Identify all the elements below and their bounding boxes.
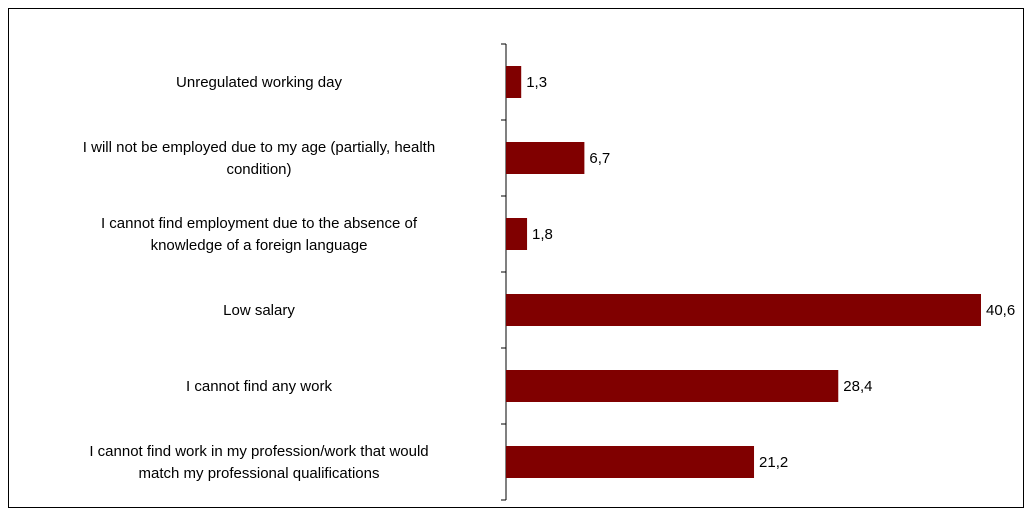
bar-0	[506, 66, 522, 98]
category-label-line: I cannot find employment due to the abse…	[101, 215, 418, 232]
category-label-5: I cannot find work in my profession/work…	[89, 443, 428, 482]
category-label-2: I cannot find employment due to the abse…	[101, 215, 418, 254]
category-label-line: I cannot find any work	[186, 378, 332, 395]
value-label-1: 6,7	[589, 150, 610, 167]
category-label-line: I cannot find work in my profession/work…	[89, 443, 428, 460]
label-layer: 1,3 Unregulated working day 6,7 I will not …	[83, 74, 1015, 482]
category-label-0: Unregulated working day	[176, 74, 342, 91]
value-label-0: 1,3	[526, 74, 547, 91]
bar-3	[506, 294, 981, 326]
category-label-line: I will not be employed due to my age (pa…	[83, 139, 435, 156]
category-label-line: condition)	[226, 161, 291, 178]
category-label-line: Unregulated working day	[176, 74, 342, 91]
bar-2	[506, 218, 528, 250]
value-label-3: 40,6	[986, 302, 1015, 319]
category-label-line: knowledge of a foreign language	[151, 237, 368, 254]
category-label-1: I will not be employed due to my age (pa…	[83, 139, 435, 178]
axis-layer	[501, 43, 507, 501]
bar-5	[506, 446, 755, 478]
category-label-3: Low salary	[223, 302, 295, 319]
value-label-5: 21,2	[759, 454, 788, 471]
bar-1	[506, 142, 585, 174]
category-label-4: I cannot find any work	[186, 378, 332, 395]
category-label-line: Low salary	[223, 302, 295, 319]
value-label-2: 1,8	[532, 226, 553, 243]
category-label-line: match my professional qualifications	[139, 465, 380, 482]
value-label-4: 28,4	[843, 378, 872, 395]
bar-4	[506, 370, 839, 402]
bar-layer	[506, 66, 981, 478]
